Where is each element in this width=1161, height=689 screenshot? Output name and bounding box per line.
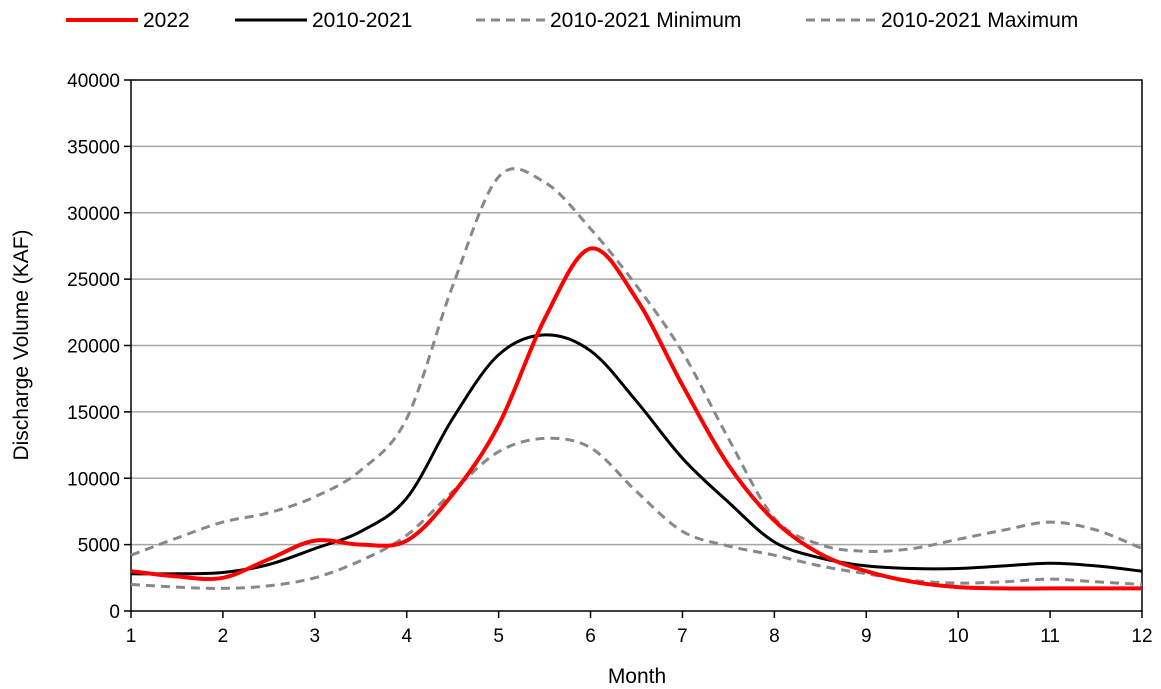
- x-tick-label: 9: [861, 626, 872, 647]
- x-tick-label: 7: [677, 626, 688, 647]
- gridlines: [131, 145, 1142, 546]
- x-axis-ticks: 1 2 3 4 5 6 7 8 9 10 11 12: [126, 611, 1153, 647]
- y-tick-label: 35000: [67, 137, 120, 158]
- x-tick-label: 4: [401, 626, 412, 647]
- y-tick-label: 0: [109, 602, 120, 623]
- y-tick-label: 15000: [67, 403, 120, 424]
- legend-label: 2010-2021: [312, 9, 412, 32]
- legend-label: 2022: [143, 9, 190, 32]
- x-axis-title: Month: [608, 665, 666, 688]
- series-line-2010-2021-minimum: [130, 436, 1143, 590]
- y-tick-label: 20000: [67, 337, 120, 358]
- y-axis-title: Discharge Volume (KAF): [10, 229, 33, 460]
- legend-label: 2010-2021 Maximum: [881, 9, 1078, 32]
- x-tick-label: 11: [1040, 626, 1060, 647]
- x-tick-label: 6: [585, 626, 596, 647]
- x-tick-label: 10: [948, 626, 969, 647]
- series-line-2010-2021: [130, 333, 1143, 576]
- x-tick-label: 12: [1131, 626, 1152, 647]
- series-layer: [130, 167, 1143, 591]
- x-tick-label: 5: [493, 626, 504, 647]
- series-line-2022: [130, 246, 1142, 591]
- y-tick-label: 40000: [67, 71, 120, 92]
- x-tick-label: 8: [769, 626, 780, 647]
- y-tick-label: 5000: [78, 536, 120, 557]
- legend-label: 2010-2021 Minimum: [550, 9, 741, 32]
- x-tick-label: 3: [310, 626, 321, 647]
- y-axis-ticks: 0 5000 10000 15000 20000 25000 30000 35000 40000: [67, 71, 131, 623]
- y-tick-label: 10000: [67, 469, 120, 490]
- x-tick-label: 2: [218, 626, 229, 647]
- legend: 2022 2010-2021 2010-2021 Minimum 2010-2021 …: [66, 9, 1078, 32]
- y-tick-label: 25000: [67, 270, 120, 291]
- x-tick-label: 1: [126, 626, 137, 647]
- series-line-2010-2021-maximum: [130, 167, 1143, 557]
- y-tick-label: 30000: [67, 204, 120, 225]
